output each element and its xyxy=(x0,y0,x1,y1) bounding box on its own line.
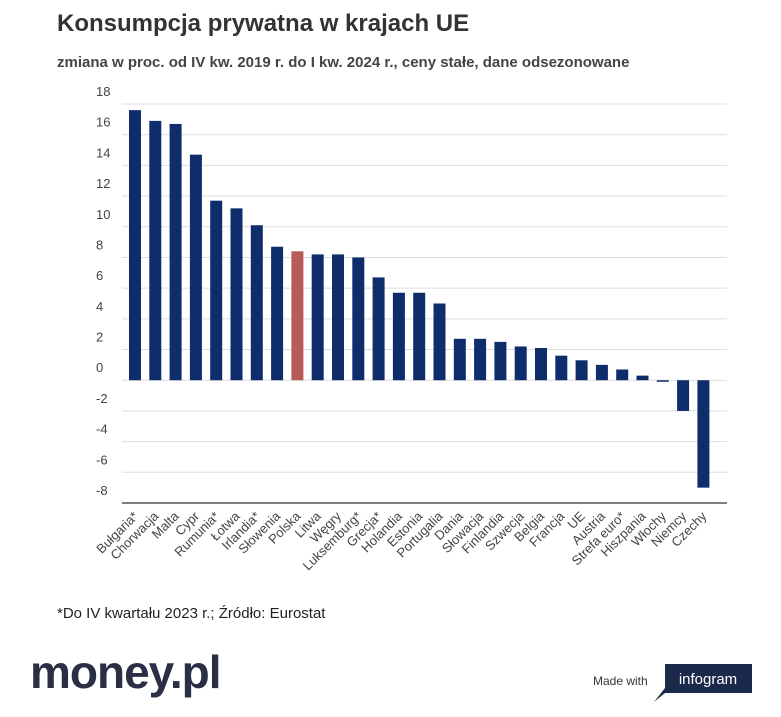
bar xyxy=(169,123,182,381)
bar xyxy=(697,380,710,488)
infogram-badge xyxy=(654,664,752,702)
bar xyxy=(392,292,405,381)
bar xyxy=(311,254,324,381)
bar xyxy=(494,341,507,381)
bar xyxy=(149,120,162,381)
bar xyxy=(291,251,304,381)
bar xyxy=(271,246,284,381)
made-with: Made with xyxy=(593,674,648,688)
y-tick-label: -8 xyxy=(96,483,108,498)
bar xyxy=(656,380,669,382)
y-tick-label: 8 xyxy=(96,237,103,252)
y-tick-label: -4 xyxy=(96,422,108,437)
footnote: *Do IV kwartału 2023 r.; Źródło: Eurosta… xyxy=(57,605,326,622)
infogram-label: infogram xyxy=(679,671,737,688)
y-tick-label: 0 xyxy=(96,360,103,375)
bar xyxy=(250,225,263,381)
bar xyxy=(189,154,202,381)
bar xyxy=(129,110,141,381)
bar xyxy=(413,292,426,381)
logo: money.pl xyxy=(30,646,221,698)
bar xyxy=(332,254,344,381)
y-tick-label: 10 xyxy=(96,207,110,222)
bar xyxy=(636,375,649,381)
chart-title: Konsumpcja prywatna w krajach UE xyxy=(57,10,469,37)
bar xyxy=(677,380,690,411)
y-tick-label: -6 xyxy=(96,452,108,467)
y-tick-label: 18 xyxy=(96,84,110,99)
bar xyxy=(575,360,588,381)
y-tick-label: 12 xyxy=(96,176,110,191)
bar xyxy=(595,364,608,381)
y-tick-label: 16 xyxy=(96,115,110,130)
bar xyxy=(352,257,365,381)
bar xyxy=(453,338,466,381)
bar xyxy=(474,338,487,381)
bar xyxy=(514,346,527,381)
bar xyxy=(210,200,223,381)
bar xyxy=(616,369,629,381)
y-tick-label: 2 xyxy=(96,330,103,345)
y-tick-label: 14 xyxy=(96,145,110,160)
y-tick-label: -2 xyxy=(96,391,108,406)
bar xyxy=(230,208,243,381)
bar xyxy=(433,303,446,381)
y-tick-label: 6 xyxy=(96,268,103,283)
chart-subtitle: zmiana w proc. od IV kw. 2019 r. do I kw… xyxy=(57,54,629,71)
bar xyxy=(372,277,385,381)
bar xyxy=(555,355,568,381)
y-tick-label: 4 xyxy=(96,299,103,314)
bar xyxy=(535,348,547,381)
